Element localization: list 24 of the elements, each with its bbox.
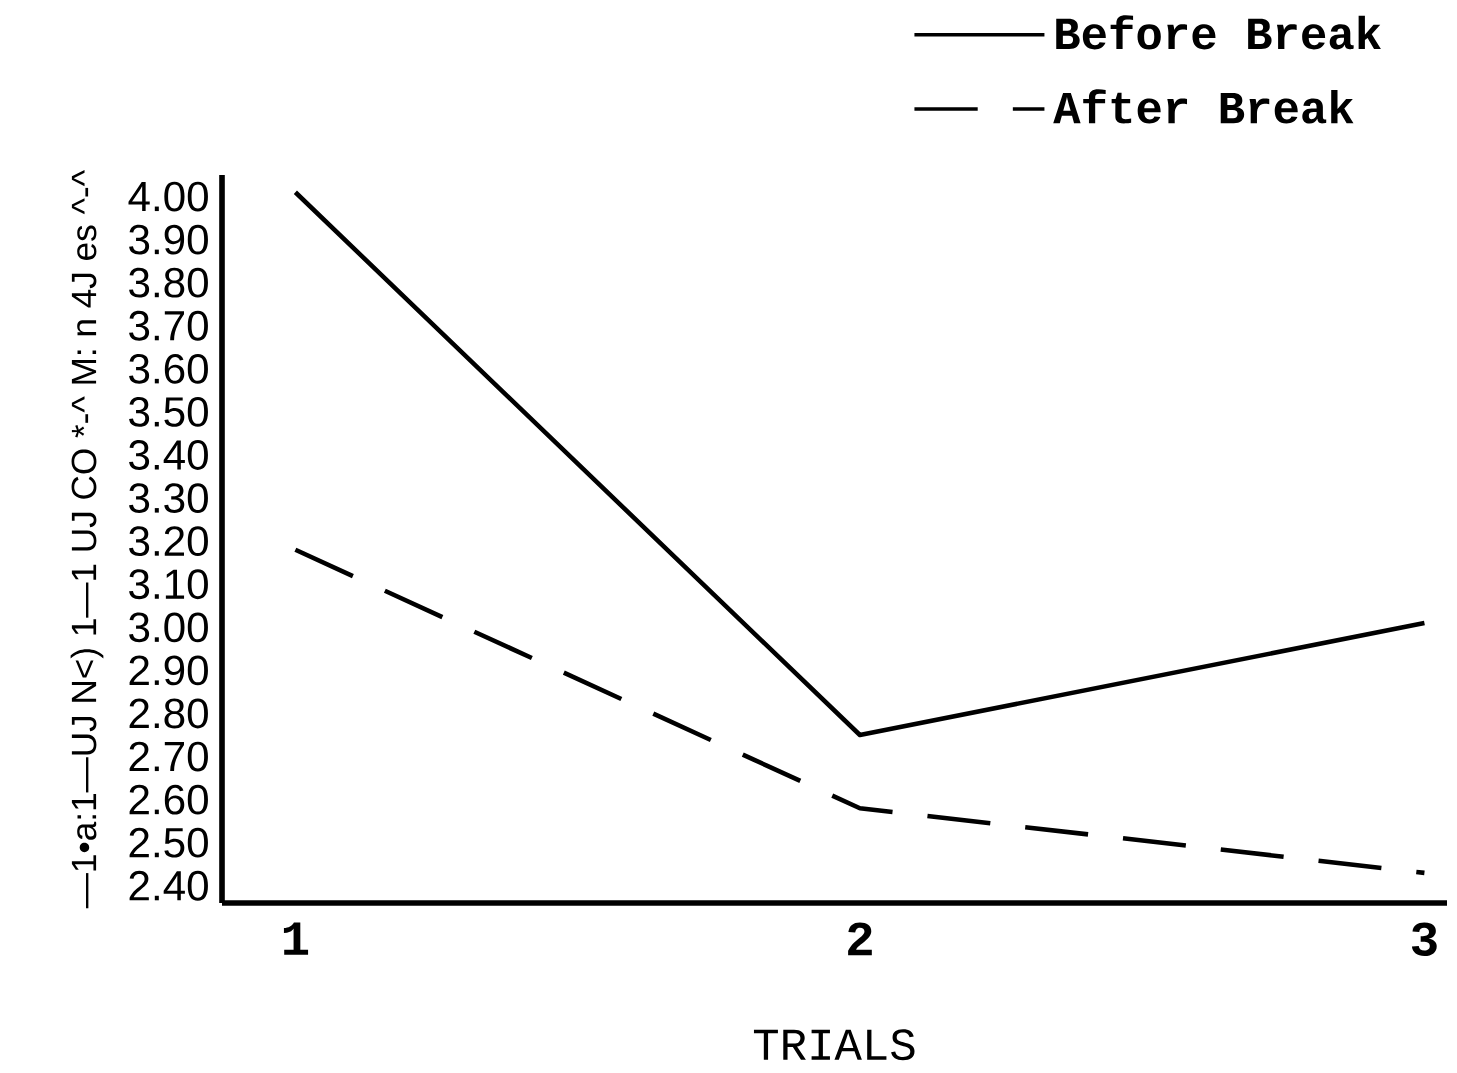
y-tick-label: 3.40 bbox=[129, 440, 208, 470]
y-tick-label: 2.50 bbox=[129, 827, 208, 858]
x-axis-title: TRIALS bbox=[753, 1029, 915, 1061]
y-tick-label: 3.30 bbox=[129, 483, 208, 513]
y-tick-label: 4.00 bbox=[128, 181, 208, 212]
x-tick-label: 2 bbox=[848, 922, 872, 956]
y-tick-label: 2.60 bbox=[129, 784, 208, 815]
y-tick-label: 3.10 bbox=[129, 569, 208, 600]
x-tick-label: 1 bbox=[283, 922, 309, 955]
y-tick-label: 3.60 bbox=[129, 353, 208, 384]
legend-label: Before Break bbox=[1056, 15, 1381, 50]
y-tick-label: 2.70 bbox=[129, 741, 208, 772]
y-tick-label: 2.40 bbox=[129, 870, 208, 901]
y-tick-label: 3.20 bbox=[129, 526, 208, 557]
legend-label: After Break bbox=[1053, 89, 1354, 124]
y-tick-label: 3.00 bbox=[129, 612, 208, 643]
y-tick-label: 3.70 bbox=[129, 310, 208, 341]
y-tick-label: 3.50 bbox=[129, 397, 208, 427]
y-axis-title: —1•a:1—UJ N<) 1—1 UJ CO *-^ M: n 4J es ^-^ bbox=[70, 170, 104, 909]
y-tick-label: 3.80 bbox=[129, 267, 208, 298]
y-tick-label: 2.80 bbox=[129, 698, 208, 729]
x-tick-label: 3 bbox=[1411, 922, 1437, 956]
y-tick-label: 2.90 bbox=[129, 655, 208, 686]
y-tick-label: 3.90 bbox=[129, 224, 208, 255]
